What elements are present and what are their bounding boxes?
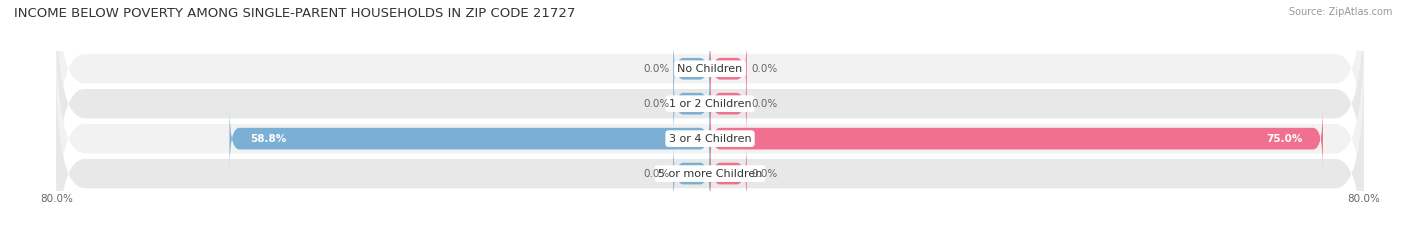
Text: Source: ZipAtlas.com: Source: ZipAtlas.com (1288, 7, 1392, 17)
Text: 0.0%: 0.0% (643, 64, 669, 74)
FancyBboxPatch shape (710, 108, 1323, 170)
FancyBboxPatch shape (710, 73, 747, 135)
Text: 0.0%: 0.0% (751, 99, 778, 109)
FancyBboxPatch shape (56, 0, 1364, 211)
Text: 58.8%: 58.8% (250, 134, 287, 144)
FancyBboxPatch shape (56, 31, 1364, 233)
FancyBboxPatch shape (673, 73, 710, 135)
FancyBboxPatch shape (673, 143, 710, 205)
Text: 0.0%: 0.0% (643, 99, 669, 109)
FancyBboxPatch shape (56, 0, 1364, 176)
Text: 75.0%: 75.0% (1267, 134, 1302, 144)
FancyBboxPatch shape (673, 38, 710, 100)
FancyBboxPatch shape (56, 66, 1364, 233)
Text: 5 or more Children: 5 or more Children (658, 169, 762, 178)
FancyBboxPatch shape (710, 143, 747, 205)
Text: 0.0%: 0.0% (751, 64, 778, 74)
Text: 3 or 4 Children: 3 or 4 Children (669, 134, 751, 144)
Text: INCOME BELOW POVERTY AMONG SINGLE-PARENT HOUSEHOLDS IN ZIP CODE 21727: INCOME BELOW POVERTY AMONG SINGLE-PARENT… (14, 7, 575, 20)
Text: 1 or 2 Children: 1 or 2 Children (669, 99, 751, 109)
Text: 0.0%: 0.0% (751, 169, 778, 178)
FancyBboxPatch shape (710, 38, 747, 100)
Text: No Children: No Children (678, 64, 742, 74)
Text: 0.0%: 0.0% (643, 169, 669, 178)
FancyBboxPatch shape (229, 108, 710, 170)
